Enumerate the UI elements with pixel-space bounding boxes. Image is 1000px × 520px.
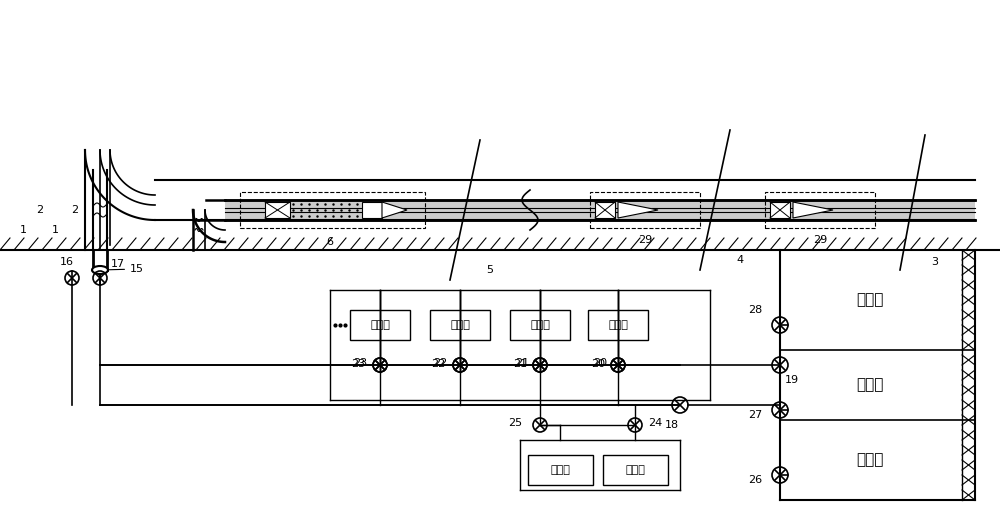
Text: 21: 21 — [513, 359, 527, 369]
Ellipse shape — [92, 266, 108, 274]
Text: 23: 23 — [351, 359, 365, 369]
Text: 注浆泵: 注浆泵 — [608, 320, 628, 330]
Text: 注浆泵: 注浆泵 — [370, 320, 390, 330]
Polygon shape — [618, 202, 658, 218]
Text: 22: 22 — [431, 359, 445, 369]
Text: 19: 19 — [785, 375, 799, 385]
Bar — [770, 202, 790, 218]
Bar — [430, 310, 490, 340]
Text: 2: 2 — [71, 205, 79, 215]
Bar — [528, 455, 592, 485]
Text: 24: 24 — [648, 418, 662, 428]
Text: 1: 1 — [20, 225, 27, 235]
Text: 29: 29 — [638, 235, 652, 245]
Text: 3: 3 — [931, 257, 938, 267]
Bar — [510, 310, 570, 340]
Bar — [588, 310, 648, 340]
Text: 22: 22 — [433, 358, 447, 368]
Bar — [362, 202, 382, 218]
Bar — [602, 455, 668, 485]
Polygon shape — [382, 202, 407, 218]
Text: 15: 15 — [103, 264, 144, 274]
Text: 注浆泵: 注浆泵 — [450, 320, 470, 330]
Bar — [350, 310, 410, 340]
Bar — [240, 192, 425, 228]
Bar — [265, 202, 290, 218]
Text: 18: 18 — [665, 420, 679, 430]
Text: 注浆泵: 注浆泵 — [530, 320, 550, 330]
Text: 26: 26 — [748, 475, 762, 485]
Text: 5: 5 — [486, 265, 494, 275]
Text: 清水池: 清水池 — [856, 452, 884, 467]
Text: 16: 16 — [60, 257, 74, 267]
Bar — [765, 192, 875, 228]
Bar — [225, 200, 975, 220]
Text: 29: 29 — [813, 235, 827, 245]
Text: 23: 23 — [353, 358, 367, 368]
Text: 6: 6 — [327, 237, 334, 247]
Text: 射孔泵: 射孔泵 — [625, 465, 645, 475]
Text: 27: 27 — [748, 410, 762, 420]
Bar — [595, 202, 615, 218]
Text: 射孔泵: 射孔泵 — [550, 465, 570, 475]
Text: 4: 4 — [736, 255, 744, 265]
Text: 17: 17 — [111, 259, 125, 269]
Text: 20: 20 — [593, 358, 607, 368]
Text: 1: 1 — [52, 225, 59, 235]
Text: 20: 20 — [591, 359, 605, 369]
Polygon shape — [793, 202, 833, 218]
Text: 2: 2 — [36, 205, 44, 215]
Text: 21: 21 — [515, 358, 529, 368]
Text: 浆液池: 浆液池 — [856, 292, 884, 307]
Text: 砂液池: 砂液池 — [856, 378, 884, 393]
Text: 25: 25 — [508, 418, 522, 428]
Bar — [590, 192, 700, 228]
Text: 28: 28 — [748, 305, 762, 315]
